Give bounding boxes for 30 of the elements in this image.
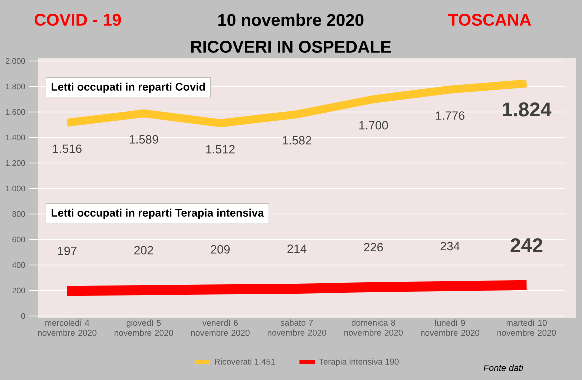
x-tick-label: martedì 10 novembre 2020	[498, 320, 556, 336]
chart-title: 10 novembre 2020	[218, 14, 364, 26]
x-tick-label: giovedì 5 novembre 2020	[114, 320, 174, 336]
data-label: 226	[364, 243, 384, 252]
x-tick-label: sabato 7 novembre 2020	[268, 320, 326, 336]
annotation: Letti occupati in reparti Covid	[52, 82, 206, 94]
source-note: Fonte dati	[484, 364, 524, 372]
data-label: 1.589	[130, 135, 158, 144]
data-label: 1.776	[436, 112, 465, 120]
data-label: 197	[58, 246, 77, 256]
data-label: 214	[288, 244, 307, 254]
data-label: 209	[211, 245, 230, 254]
data-label: 1.824	[503, 102, 552, 117]
text: COVID - 19	[34, 14, 122, 26]
text: TOSCANA	[448, 14, 532, 26]
data-label: 234	[440, 242, 460, 251]
annotation: Letti occupati in reparti Terapia intensiva	[52, 208, 264, 220]
legend-label: Terapia intensiva 190	[319, 358, 399, 367]
chart-subtitle: RICOVERI IN OSPEDALE	[191, 41, 392, 53]
data-label: 1.700	[360, 121, 388, 130]
data-label: 202	[134, 246, 154, 255]
legend-label: Ricoverati 1.451	[215, 358, 276, 365]
x-tick-label: venerdì 6 novembre 2020	[191, 320, 250, 336]
x-tick-label: mercoledì 4 novembre 2020	[38, 320, 97, 336]
data-label: 242	[510, 238, 543, 252]
x-tick-label: domenica 8 novembre 2020	[344, 320, 403, 336]
data-label: 1.582	[283, 136, 312, 145]
x-tick-label: lunedì 9 novembre 2020	[421, 320, 480, 336]
data-label: 1.512	[206, 145, 235, 154]
data-label: 1.516	[53, 144, 82, 154]
